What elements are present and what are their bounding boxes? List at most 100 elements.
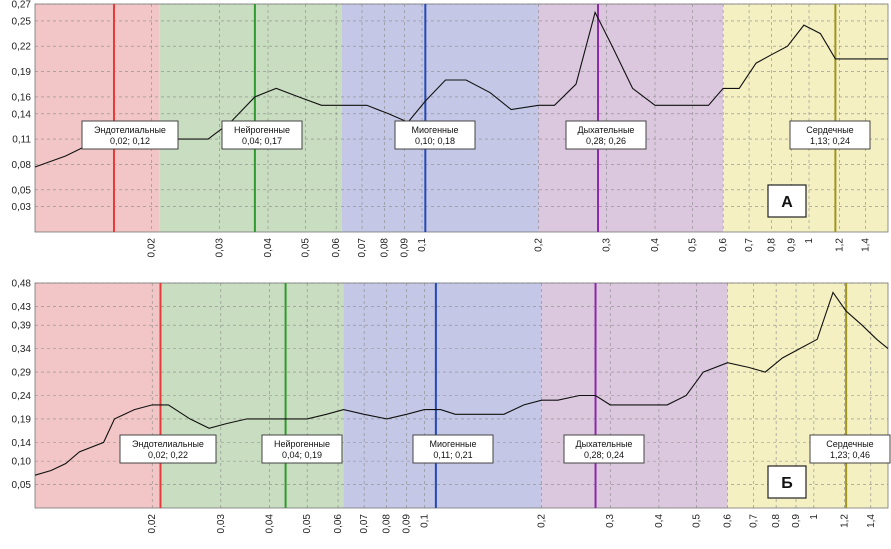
y-tick-label: 0,27 (12, 0, 32, 11)
frequency-band-3 (538, 4, 724, 232)
marker-label-box (809, 434, 891, 464)
x-tick-label: 0,4 (654, 514, 665, 528)
x-tick-label: 0,3 (605, 514, 616, 528)
marker-label-name: Миогенные (411, 125, 458, 135)
x-tick-label: 0,1 (417, 238, 428, 252)
panel-label-box (767, 184, 807, 218)
marker-label-box (394, 120, 476, 150)
x-tick-label: 0,1 (419, 514, 430, 528)
x-tick-label: 1,2 (840, 514, 851, 528)
y-tick-label: 0,25 (12, 16, 32, 27)
y-tick-label: 0,43 (12, 302, 32, 313)
marker-label-box (221, 120, 303, 150)
marker-label-name: Эндотелиальные (132, 439, 204, 449)
y-tick-label: 0,48 (12, 279, 32, 290)
x-tick-label: 0,7 (749, 514, 760, 528)
frequency-band-1 (159, 4, 342, 232)
marker-label-value: 0,04; 0,17 (242, 136, 282, 146)
marker-label-name: Нейрогенные (274, 439, 330, 449)
x-tick-label: 1 (804, 238, 815, 244)
x-tick-label: 0,03 (215, 238, 226, 258)
y-tick-label: 0,19 (12, 67, 32, 78)
y-tick-label: 0,14 (12, 438, 32, 449)
marker-label-value: 1,13; 0,24 (810, 136, 850, 146)
x-tick-label: 0,7 (744, 238, 755, 252)
x-tick-label: 0,5 (688, 238, 699, 252)
x-tick-label: 1,4 (861, 238, 872, 252)
x-tick-label: 0,02 (147, 514, 158, 534)
marker-label-value: 0,02; 0,22 (148, 450, 188, 460)
marker-label-value: 0,28; 0,24 (584, 450, 624, 460)
marker-label-box (119, 434, 217, 464)
marker-label-box (412, 434, 494, 464)
y-tick-label: 0,08 (12, 160, 32, 171)
y-tick-label: 0,22 (12, 42, 32, 53)
marker-label-name: Дыхательные (578, 125, 635, 135)
y-tick-label: 0,16 (12, 92, 32, 103)
x-tick-label: 0,05 (301, 238, 312, 258)
marker-label-value: 0,28; 0,26 (586, 136, 626, 146)
y-tick-label: 0,05 (12, 185, 32, 196)
y-tick-label: 0,39 (12, 321, 32, 332)
x-tick-label: 0,07 (359, 514, 370, 534)
x-tick-label: 0,08 (379, 238, 390, 258)
marker-label-box (789, 120, 871, 150)
y-tick-label: 0,10 (12, 457, 32, 468)
x-tick-label: 0,8 (767, 238, 778, 252)
marker-label-value: 0,02; 0,12 (110, 136, 150, 146)
x-tick-label: 0,09 (402, 514, 413, 534)
marker-label-name: Дыхательные (576, 439, 633, 449)
x-tick-label: 0,06 (333, 514, 344, 534)
x-tick-label: 0,05 (302, 514, 313, 534)
marker-label-name: Сердечные (826, 439, 873, 449)
x-tick-label: 0,8 (771, 514, 782, 528)
marker-label-value: 0,04; 0,19 (282, 450, 322, 460)
marker-label-value: 1,23; 0,46 (830, 450, 870, 460)
marker-label-value: 0,11; 0,21 (433, 450, 472, 460)
marker-label-name: Миогенные (429, 439, 476, 449)
y-tick-label: 0,29 (12, 368, 32, 379)
marker-label-box (261, 434, 343, 464)
y-tick-label: 0,05 (12, 480, 32, 491)
panel-label: Б (781, 475, 793, 492)
y-tick-label: 0,11 (12, 135, 31, 146)
x-tick-label: 0,2 (537, 514, 548, 528)
panel-label: А (781, 194, 793, 211)
plot-frame (34, 3, 889, 233)
y-tick-label: 0,34 (12, 344, 32, 355)
marker-label-value: 0,10; 0,18 (415, 136, 455, 146)
x-tick-label: 0,03 (216, 514, 227, 534)
x-tick-label: 0,9 (786, 238, 797, 252)
frequency-band-0 (35, 4, 160, 232)
x-tick-label: 0,07 (357, 238, 368, 258)
x-tick-label: 0,04 (263, 238, 274, 258)
y-tick-label: 0,19 (12, 414, 32, 425)
marker-label-box (81, 120, 179, 150)
frequency-band-2 (341, 4, 539, 232)
x-tick-label: 1,2 (835, 238, 846, 252)
x-tick-label: 0,09 (399, 238, 410, 258)
marker-label-box (563, 434, 645, 464)
y-tick-label: 0,24 (12, 391, 32, 402)
x-tick-label: 0,5 (692, 514, 703, 528)
frequency-band-4 (727, 283, 888, 508)
x-tick-label: 0,4 (650, 238, 661, 252)
x-tick-label: 0,6 (722, 514, 733, 528)
series-line-0 (34, 10, 888, 168)
x-tick-label: 0,02 (146, 238, 157, 258)
x-tick-label: 0,6 (718, 238, 729, 252)
marker-label-name: Сердечные (806, 125, 853, 135)
x-tick-label: 0,04 (264, 514, 275, 534)
x-tick-label: 0,9 (791, 514, 802, 528)
x-tick-label: 0,06 (331, 238, 342, 258)
plot-frame (34, 282, 889, 509)
